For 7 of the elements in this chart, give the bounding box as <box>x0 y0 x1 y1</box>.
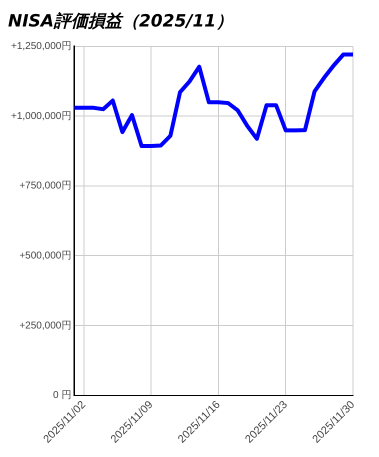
y-tick-label: +1,000,000円 <box>11 110 72 122</box>
y-tick-label: +250,000円 <box>19 320 72 332</box>
chart-title: NISA評価損益（2025/11） <box>8 12 234 32</box>
y-tick-label: 0 円 <box>52 390 72 402</box>
y-tick-label: +500,000円 <box>19 250 72 262</box>
y-tick-label: +750,000円 <box>19 180 72 192</box>
y-tick-label: +1,250,000円 <box>11 41 72 52</box>
